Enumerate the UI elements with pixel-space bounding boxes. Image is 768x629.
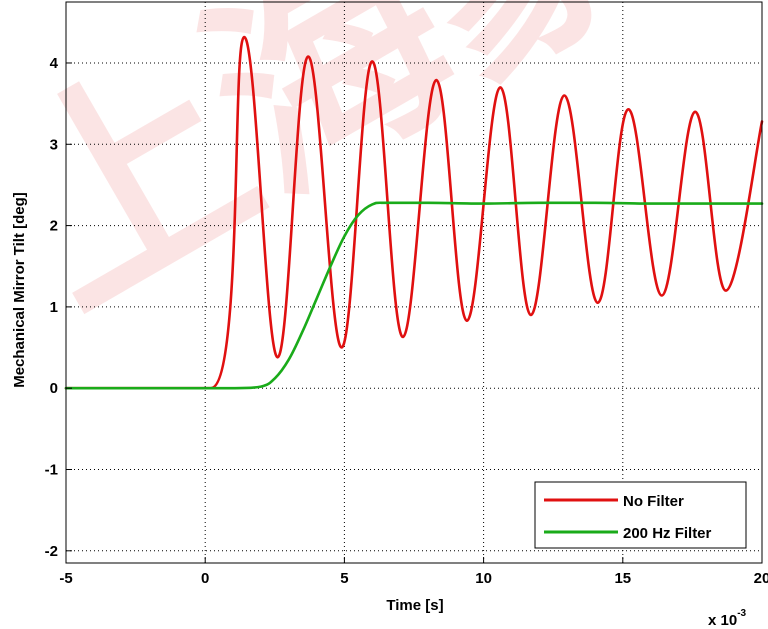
x-exponent-base: x 10 [708,612,737,629]
x-exponent-label: x 10-3 [708,608,747,629]
legend-box [534,481,747,549]
data-series [64,35,764,390]
legend-label-no-filter: No Filter [623,493,684,510]
axis-ticks [65,62,763,563]
legend-label-200hz-filter: 200 Hz Filter [623,525,712,542]
x-tick-label: 10 [475,570,492,587]
y-tick-label: 3 [50,136,58,153]
grid-lines [66,2,762,563]
x-tick-label: 20 [754,570,768,587]
y-tick-label: -1 [45,462,58,479]
x-tick-label: -5 [59,570,72,587]
series-line-200hz-filter [64,201,764,390]
x-axis-title: Time [s] [386,597,443,614]
y-tick-label: 1 [50,299,58,316]
y-tick-label: 4 [50,55,59,72]
x-tick-label: 5 [340,570,348,587]
series-line-no-filter [64,35,764,390]
y-tick-labels: -2 -1 0 1 2 3 4 [45,55,59,560]
x-tick-labels: -5 0 5 10 15 20 [59,570,768,587]
x-exponent-power: -3 [737,608,746,619]
y-axis-title: Mechanical Mirror Tilt [deg] [11,192,28,388]
y-tick-label: 0 [50,380,58,397]
legend: No Filter 200 Hz Filter [534,481,747,549]
x-tick-label: 0 [201,570,209,587]
y-tick-label: 2 [50,218,58,235]
y-tick-label: -2 [45,543,58,560]
x-tick-label: 15 [614,570,631,587]
plot-frame [65,1,763,564]
